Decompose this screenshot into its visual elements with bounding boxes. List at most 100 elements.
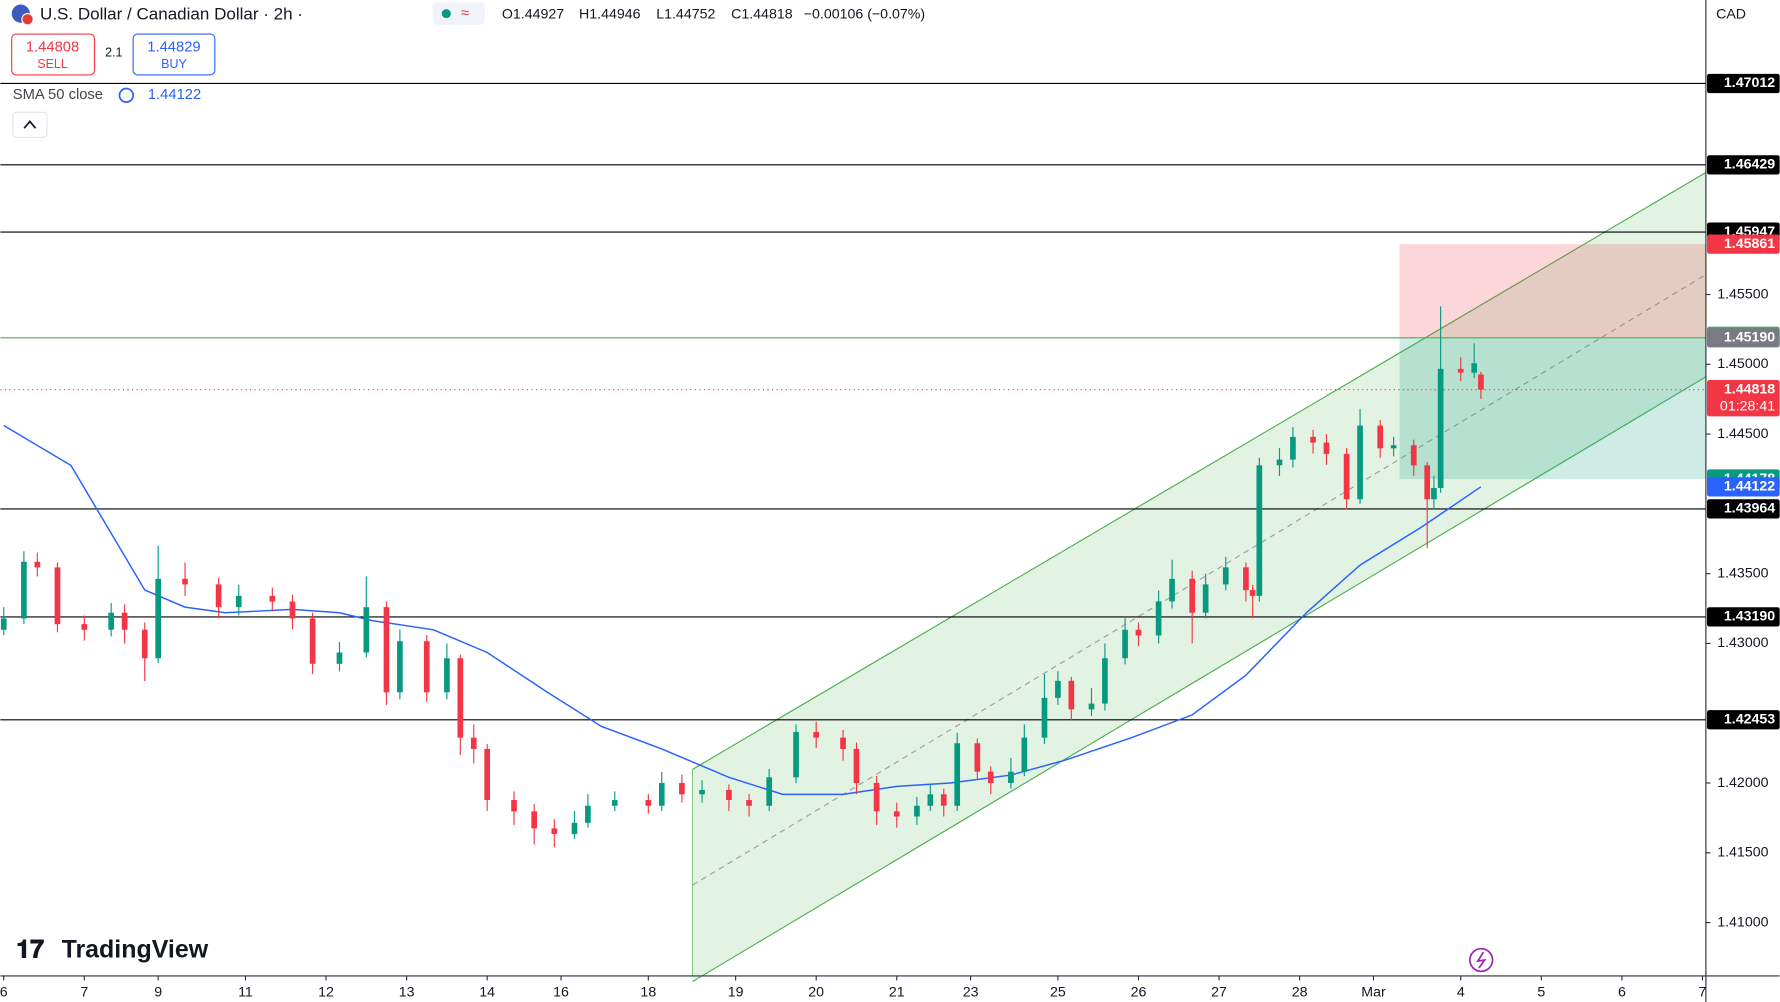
status-icon: ≈ [461, 6, 469, 22]
candle [289, 594, 296, 630]
candle-body [679, 783, 685, 795]
candle-body [1122, 629, 1128, 659]
candle [1410, 439, 1417, 476]
brand: TradingView [62, 936, 209, 964]
candle-body [1169, 578, 1175, 602]
candle [383, 601, 390, 705]
candle [699, 780, 705, 803]
candle-body [974, 743, 981, 772]
sell-button[interactable] [11, 33, 96, 76]
candle-body [108, 612, 115, 630]
sell-price: 1.44808 [26, 40, 79, 56]
price-label: 1.46429 [1724, 157, 1775, 173]
candle-body [699, 789, 705, 795]
candle-body [1478, 374, 1484, 390]
candle [645, 794, 652, 814]
candle [215, 577, 222, 619]
candle-body [235, 595, 242, 608]
channel-upper [692, 171, 1707, 770]
candle [1478, 371, 1484, 399]
candle [1041, 674, 1048, 744]
candle-body [1310, 436, 1316, 443]
candle [235, 584, 242, 616]
x-tick-label: 26 [1131, 985, 1147, 1001]
x-tick-label: 14 [479, 985, 495, 1001]
candle [853, 742, 860, 795]
candle-body [813, 731, 820, 738]
candle-body [1202, 584, 1209, 613]
candle-body [141, 629, 148, 659]
x-tick-label: 6 [0, 985, 8, 1001]
candle-body [927, 794, 934, 806]
x-tick-label: 6 [1618, 985, 1626, 1001]
candle [1437, 306, 1444, 493]
x-tick-label: 25 [1050, 985, 1066, 1001]
x-tick-label: 19 [728, 985, 744, 1001]
position-zone [1399, 244, 1706, 338]
indicator-icon[interactable] [118, 87, 134, 103]
x-tick-label: 13 [399, 985, 415, 1001]
x-tick-label: 16 [553, 985, 569, 1001]
ohlc-high: H1.44946 [579, 7, 641, 23]
candle-body [1457, 368, 1464, 373]
candle-body [658, 783, 665, 806]
price-label-bg [1707, 73, 1780, 94]
candle [470, 724, 477, 764]
x-tick-label: 18 [640, 985, 656, 1001]
indicator-label: SMA 50 close [13, 87, 103, 103]
collapse-button[interactable] [12, 111, 48, 138]
x-tick-label: 4 [1457, 985, 1465, 1001]
candle-body [914, 805, 920, 817]
candle-body [1276, 459, 1283, 466]
candle [269, 587, 276, 612]
candle-body [121, 612, 128, 630]
candle [1008, 757, 1014, 789]
candle [444, 643, 450, 700]
x-tick-label: 5 [1537, 985, 1545, 1001]
buy-button[interactable] [132, 33, 216, 76]
y-tick-label: 1.43500 [1717, 565, 1768, 581]
candle-body [457, 658, 464, 738]
candle-body [1243, 567, 1249, 591]
candle [1357, 408, 1363, 504]
status-badge[interactable] [432, 2, 485, 25]
ohlc-low: L1.44752 [656, 7, 715, 23]
candle-body [444, 658, 450, 693]
status-dot [441, 9, 451, 19]
spread: 2.1 [105, 46, 122, 60]
x-tick-label: 7 [80, 985, 88, 1001]
buy-label: BUY [161, 57, 187, 71]
candle [1021, 724, 1028, 777]
candle-body [1323, 442, 1330, 454]
candle [1155, 590, 1162, 644]
candle [0, 607, 7, 636]
candle-body [1135, 629, 1142, 636]
candle-body [1008, 771, 1014, 784]
candle [363, 576, 370, 658]
candle-body [182, 578, 188, 585]
price-label-bg [1707, 607, 1780, 627]
candle-body [81, 624, 88, 630]
y-tick-label: 1.41000 [1717, 914, 1768, 930]
candle-body [840, 737, 846, 749]
candle [1189, 570, 1196, 644]
candle [54, 562, 61, 633]
candle [1390, 436, 1397, 457]
candle [726, 784, 732, 811]
candle-body [1102, 658, 1108, 704]
candle [1431, 475, 1437, 510]
candle [1122, 618, 1128, 665]
candle-body [1222, 567, 1229, 585]
candle-body [1390, 445, 1397, 449]
candle-body [893, 811, 900, 817]
candle [1290, 427, 1296, 468]
price-label-bg [1707, 234, 1780, 254]
candle [793, 724, 799, 784]
candle [1088, 688, 1095, 717]
candle-body [793, 731, 799, 778]
price-label-bg [1707, 477, 1780, 497]
candle [954, 732, 961, 811]
